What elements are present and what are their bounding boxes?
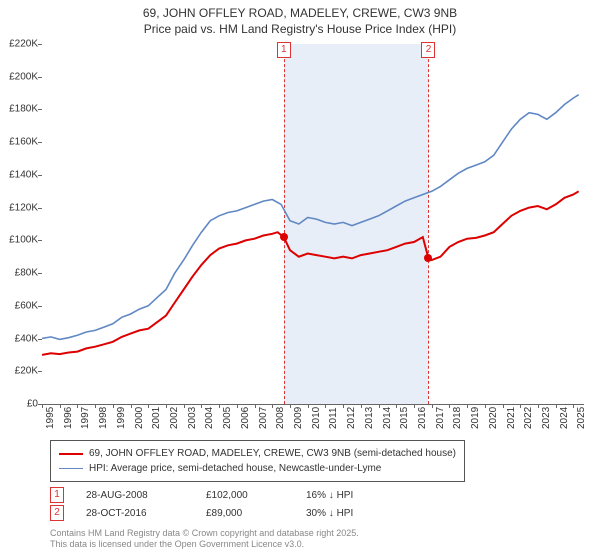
chart-lines bbox=[42, 44, 584, 404]
x-tick-label: 1997 bbox=[80, 407, 91, 429]
y-tick-label: £180K bbox=[9, 104, 38, 115]
legend: 69, JOHN OFFLEY ROAD, MADELEY, CREWE, CW… bbox=[50, 440, 465, 482]
tx-price-1: £102,000 bbox=[206, 490, 306, 501]
tx-date-1: 28-AUG-2008 bbox=[86, 490, 206, 501]
x-tick-label: 2016 bbox=[417, 407, 428, 429]
tx-date-2: 28-OCT-2016 bbox=[86, 508, 206, 519]
legend-swatch-hpi bbox=[59, 468, 83, 470]
series-hpi bbox=[42, 95, 579, 340]
chart-title: 69, JOHN OFFLEY ROAD, MADELEY, CREWE, CW… bbox=[0, 0, 600, 37]
y-tick-label: £120K bbox=[9, 202, 38, 213]
legend-row-hpi: HPI: Average price, semi-detached house,… bbox=[59, 461, 456, 476]
transactions: 1 28-AUG-2008 £102,000 16% ↓ HPI 2 28-OC… bbox=[50, 486, 406, 522]
tx-marker-1: 1 bbox=[50, 487, 64, 503]
x-tick-label: 2025 bbox=[576, 407, 587, 429]
legend-swatch-property bbox=[59, 453, 83, 455]
x-tick-label: 2005 bbox=[222, 407, 233, 429]
y-tick-label: £160K bbox=[9, 137, 38, 148]
x-tick-label: 2001 bbox=[151, 407, 162, 429]
x-tick-label: 2014 bbox=[382, 407, 393, 429]
title-line-1: 69, JOHN OFFLEY ROAD, MADELEY, CREWE, CW… bbox=[0, 6, 600, 22]
x-tick-label: 2013 bbox=[364, 407, 375, 429]
title-line-2: Price paid vs. HM Land Registry's House … bbox=[0, 22, 600, 38]
tx-diff-2: 30% ↓ HPI bbox=[306, 508, 406, 519]
x-tick-label: 2004 bbox=[204, 407, 215, 429]
marker-box-2: 2 bbox=[421, 42, 435, 58]
x-tick-label: 2008 bbox=[275, 407, 286, 429]
attribution: Contains HM Land Registry data © Crown c… bbox=[50, 528, 359, 550]
y-tick-label: £0 bbox=[27, 399, 38, 410]
x-tick-label: 2019 bbox=[470, 407, 481, 429]
x-tick-label: 2024 bbox=[559, 407, 570, 429]
attribution-line-2: This data is licensed under the Open Gov… bbox=[50, 539, 359, 550]
legend-label-property: 69, JOHN OFFLEY ROAD, MADELEY, CREWE, CW… bbox=[89, 448, 456, 459]
x-tick-label: 2006 bbox=[240, 407, 251, 429]
series-property bbox=[42, 191, 579, 355]
y-tick-label: £100K bbox=[9, 235, 38, 246]
x-tick-label: 2017 bbox=[435, 407, 446, 429]
x-tick-label: 2012 bbox=[346, 407, 357, 429]
chart-container: 69, JOHN OFFLEY ROAD, MADELEY, CREWE, CW… bbox=[0, 0, 600, 560]
x-tick-label: 2000 bbox=[134, 407, 145, 429]
marker-dot-1 bbox=[280, 233, 288, 241]
y-tick-label: £220K bbox=[9, 39, 38, 50]
x-tick-label: 2010 bbox=[311, 407, 322, 429]
y-tick-label: £140K bbox=[9, 169, 38, 180]
x-tick-label: 2002 bbox=[169, 407, 180, 429]
transaction-row-2: 2 28-OCT-2016 £89,000 30% ↓ HPI bbox=[50, 504, 406, 522]
y-tick-label: £200K bbox=[9, 71, 38, 82]
x-tick-label: 2022 bbox=[523, 407, 534, 429]
tx-price-2: £89,000 bbox=[206, 508, 306, 519]
x-tick-label: 1999 bbox=[116, 407, 127, 429]
x-tick-label: 1996 bbox=[63, 407, 74, 429]
x-axis: 1995 1996 1997 1998 1999 2000 2001 2002 2003 2004… bbox=[42, 404, 584, 434]
y-axis: £0£20K£40K£60K£80K£100K£120K£140K£160K£1… bbox=[0, 44, 42, 404]
tx-diff-1: 16% ↓ HPI bbox=[306, 490, 406, 501]
transaction-row-1: 1 28-AUG-2008 £102,000 16% ↓ HPI bbox=[50, 486, 406, 504]
marker-dot-2 bbox=[424, 254, 432, 262]
x-tick-label: 2015 bbox=[399, 407, 410, 429]
y-tick-label: £20K bbox=[15, 366, 38, 377]
y-tick-label: £40K bbox=[15, 333, 38, 344]
legend-label-hpi: HPI: Average price, semi-detached house,… bbox=[89, 463, 381, 474]
x-tick-label: 2018 bbox=[452, 407, 463, 429]
y-tick-label: £60K bbox=[15, 300, 38, 311]
x-tick-label: 1995 bbox=[45, 407, 56, 429]
x-tick-label: 2021 bbox=[506, 407, 517, 429]
x-tick-label: 2023 bbox=[541, 407, 552, 429]
x-tick-label: 2009 bbox=[293, 407, 304, 429]
y-tick-label: £80K bbox=[15, 268, 38, 279]
x-tick-label: 2011 bbox=[328, 407, 339, 429]
x-tick-label: 2003 bbox=[187, 407, 198, 429]
legend-row-property: 69, JOHN OFFLEY ROAD, MADELEY, CREWE, CW… bbox=[59, 446, 456, 461]
x-tick-label: 2020 bbox=[488, 407, 499, 429]
marker-box-1: 1 bbox=[277, 42, 291, 58]
attribution-line-1: Contains HM Land Registry data © Crown c… bbox=[50, 528, 359, 539]
x-tick-label: 1998 bbox=[98, 407, 109, 429]
plot-area: 1 2 bbox=[42, 44, 584, 405]
x-tick-label: 2007 bbox=[258, 407, 269, 429]
tx-marker-2: 2 bbox=[50, 505, 64, 521]
